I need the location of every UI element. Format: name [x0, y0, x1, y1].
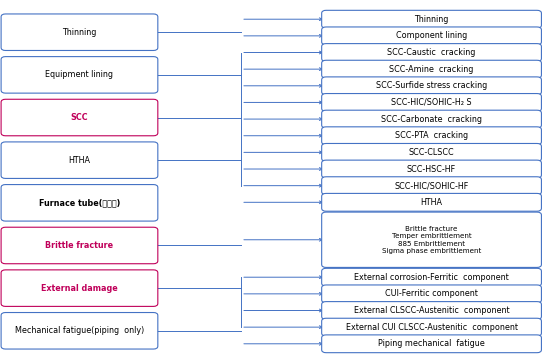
FancyBboxPatch shape	[1, 99, 158, 136]
FancyBboxPatch shape	[322, 268, 541, 286]
FancyBboxPatch shape	[322, 10, 541, 28]
Text: External CLSCC-Austenitic  component: External CLSCC-Austenitic component	[354, 306, 509, 315]
Text: External corrosion-Ferritic  component: External corrosion-Ferritic component	[354, 273, 509, 282]
Text: SCC-HIC/SOHIC-HF: SCC-HIC/SOHIC-HF	[395, 181, 469, 190]
Text: HTHA: HTHA	[68, 156, 90, 165]
FancyBboxPatch shape	[322, 44, 541, 61]
Text: Piping mechanical  fatigue: Piping mechanical fatigue	[378, 339, 485, 348]
FancyBboxPatch shape	[1, 142, 158, 179]
Text: Thinning: Thinning	[62, 28, 96, 37]
FancyBboxPatch shape	[322, 143, 541, 161]
Text: SCC-Carbonate  cracking: SCC-Carbonate cracking	[381, 115, 482, 123]
FancyBboxPatch shape	[1, 227, 158, 264]
FancyBboxPatch shape	[1, 14, 158, 50]
FancyBboxPatch shape	[322, 94, 541, 111]
FancyBboxPatch shape	[322, 212, 541, 268]
FancyBboxPatch shape	[322, 60, 541, 78]
FancyBboxPatch shape	[322, 318, 541, 336]
FancyBboxPatch shape	[322, 285, 541, 303]
Text: Component lining: Component lining	[396, 31, 467, 40]
Text: External CUI CLSCC-Austenitic  component: External CUI CLSCC-Austenitic component	[346, 323, 517, 332]
FancyBboxPatch shape	[322, 77, 541, 95]
FancyBboxPatch shape	[1, 184, 158, 221]
Text: Thinning: Thinning	[414, 15, 449, 24]
FancyBboxPatch shape	[322, 27, 541, 45]
Text: Equipment lining: Equipment lining	[45, 70, 113, 79]
FancyBboxPatch shape	[322, 302, 541, 319]
Text: HTHA: HTHA	[420, 198, 443, 207]
Text: SCC-CLSCC: SCC-CLSCC	[409, 148, 454, 157]
Text: SCC-Caustic  cracking: SCC-Caustic cracking	[387, 48, 476, 57]
Text: Mechanical fatigue(piping  only): Mechanical fatigue(piping only)	[15, 326, 144, 335]
Text: Furnace tube(삭제됨): Furnace tube(삭제됨)	[39, 198, 120, 207]
Text: Brittle fracture: Brittle fracture	[45, 241, 113, 250]
Text: SCC-Surfide stress cracking: SCC-Surfide stress cracking	[376, 81, 487, 90]
FancyBboxPatch shape	[1, 57, 158, 93]
FancyBboxPatch shape	[322, 160, 541, 178]
FancyBboxPatch shape	[322, 127, 541, 144]
FancyBboxPatch shape	[322, 177, 541, 195]
FancyBboxPatch shape	[322, 110, 541, 128]
Text: SCC-HIC/SOHIC-H₂ S: SCC-HIC/SOHIC-H₂ S	[391, 98, 472, 107]
FancyBboxPatch shape	[322, 335, 541, 353]
Text: SCC: SCC	[71, 113, 88, 122]
FancyBboxPatch shape	[1, 313, 158, 349]
FancyBboxPatch shape	[322, 193, 541, 211]
Text: SCC-HSC-HF: SCC-HSC-HF	[407, 164, 456, 174]
Text: Brittle fracture
Temper embrittlement
885 Embrittlement
Sigma phase embrittlemen: Brittle fracture Temper embrittlement 88…	[382, 225, 481, 254]
Text: CUI-Ferritic component: CUI-Ferritic component	[385, 289, 478, 298]
Text: External damage: External damage	[41, 284, 118, 293]
Text: SCC-PTA  cracking: SCC-PTA cracking	[395, 131, 468, 140]
Text: SCC-Amine  cracking: SCC-Amine cracking	[390, 65, 473, 74]
FancyBboxPatch shape	[1, 270, 158, 306]
